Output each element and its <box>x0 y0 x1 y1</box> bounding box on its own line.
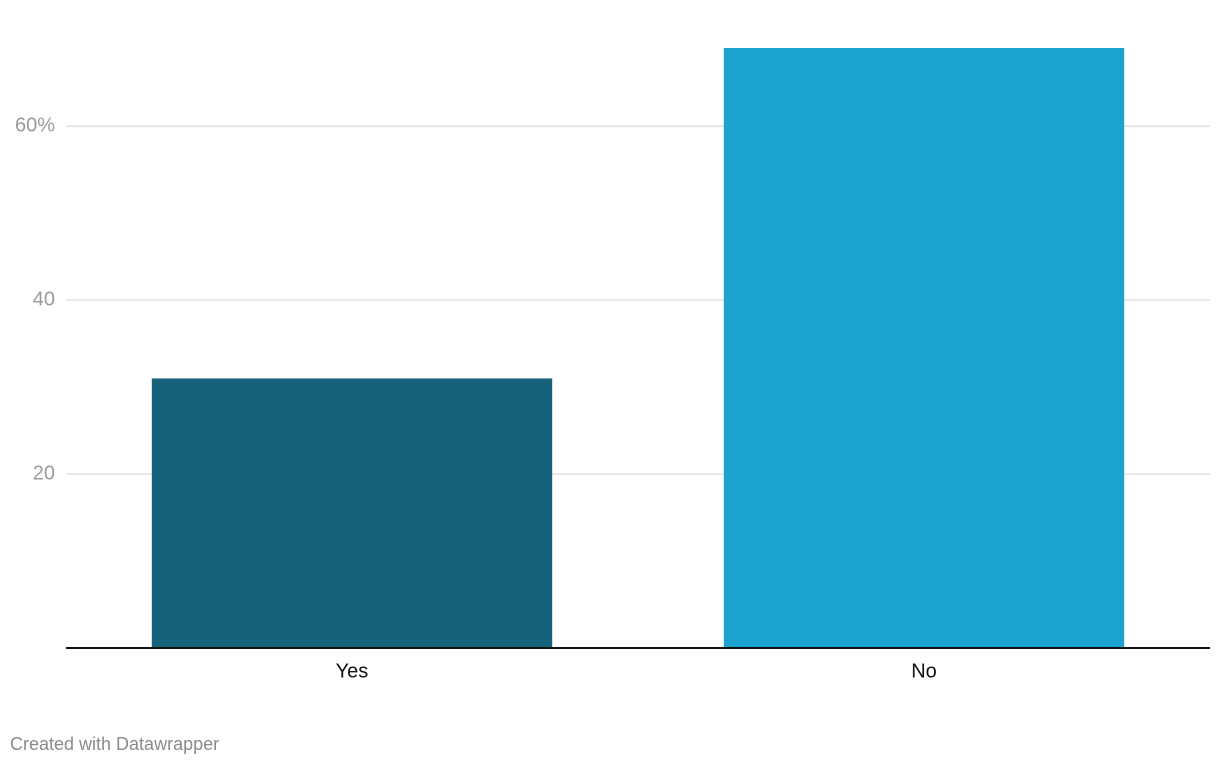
y-tick-label: 60% <box>15 115 55 137</box>
bar <box>723 48 1125 648</box>
x-tick-label: No <box>911 660 937 682</box>
y-tick-label: 40 <box>33 288 55 310</box>
credit: Created with Datawrapper <box>10 734 219 754</box>
bar <box>151 378 553 648</box>
x-tick-label: Yes <box>336 660 369 682</box>
y-tick-label: 20 <box>33 462 55 484</box>
